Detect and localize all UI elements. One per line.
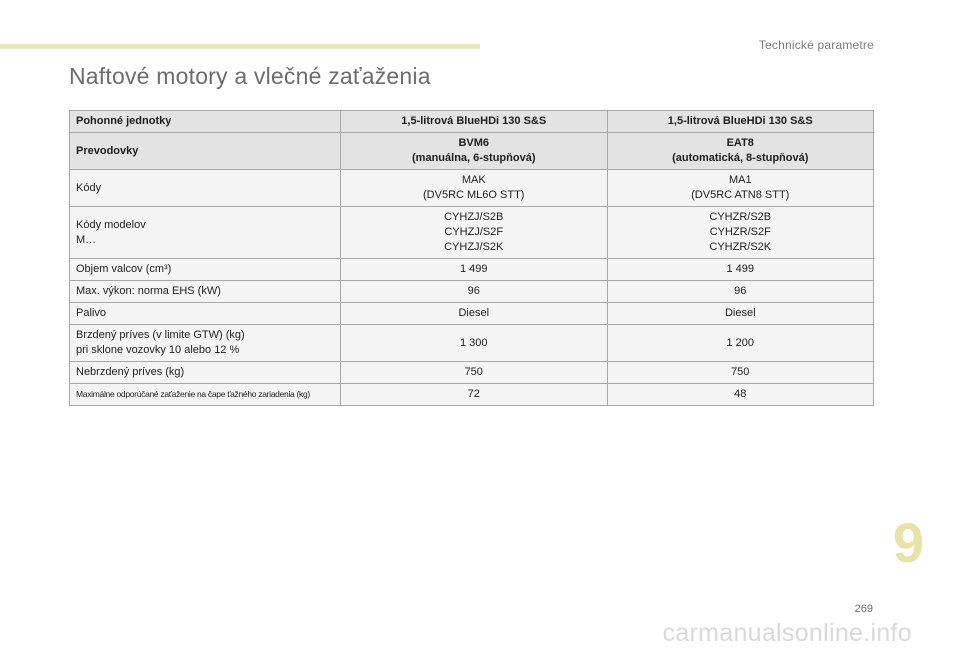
row-label: Kódy bbox=[69, 169, 341, 207]
table-row-fuel: Palivo Diesel Diesel bbox=[69, 302, 874, 325]
gearbox-desc: (manuálna, 6-stupňová) bbox=[412, 152, 536, 164]
table-row-displacement: Objem valcov (cm³) 1 499 1 499 bbox=[69, 258, 874, 281]
row-label: Prevodovky bbox=[69, 132, 341, 170]
code-value: MAK bbox=[461, 174, 486, 186]
cell-unbraked-1: 750 bbox=[340, 361, 608, 384]
row-label-line: Brzdený príves (v limite GTW) (kg) bbox=[76, 329, 245, 341]
table-row-max-power: Max. výkon: norma EHS (kW) 96 96 bbox=[69, 280, 874, 303]
cell-fuel-1: Diesel bbox=[340, 302, 608, 325]
cell-displacement-1: 1 499 bbox=[340, 258, 608, 281]
model-code: CYHZR/S2K bbox=[709, 241, 772, 253]
table-row-braked-trailer: Brzdený príves (v limite GTW) (kg) pri s… bbox=[69, 324, 874, 362]
table-row-towball-load: Maximálne odporúčané zaťaženie na čape ť… bbox=[69, 383, 874, 406]
cell-towball-1: 72 bbox=[340, 383, 608, 406]
row-label: Palivo bbox=[69, 302, 341, 325]
cell-power-1: 96 bbox=[340, 280, 608, 303]
cell-displacement-2: 1 499 bbox=[606, 258, 874, 281]
cell-fuel-2: Diesel bbox=[606, 302, 874, 325]
cell-model-codes-2: CYHZR/S2B CYHZR/S2F CYHZR/S2K bbox=[606, 206, 874, 259]
model-code: CYHZR/S2B bbox=[709, 211, 772, 223]
model-code: CYHZJ/S2B bbox=[444, 211, 504, 223]
cell-gearbox-1: BVM6 (manuálna, 6-stupňová) bbox=[340, 132, 608, 170]
cell-braked-2: 1 200 bbox=[606, 324, 874, 362]
row-label: Maximálne odporúčané zaťaženie na čape ť… bbox=[69, 383, 341, 406]
model-code: CYHZJ/S2K bbox=[444, 241, 504, 253]
code-detail: (DV5RC ATN8 STT) bbox=[691, 189, 790, 201]
gearbox-code: BVM6 bbox=[458, 137, 490, 149]
table-row-powertrains: Pohonné jednotky 1,5-litrová BlueHDi 130… bbox=[69, 110, 874, 133]
cell-towball-2: 48 bbox=[606, 383, 874, 406]
row-label-text: Maximálne odporúčané zaťaženie na čape ť… bbox=[76, 389, 310, 399]
section-header: Technické parametre bbox=[758, 38, 874, 52]
table-row-model-codes: Kódy modelov M… CYHZJ/S2B CYHZJ/S2F CYHZ… bbox=[69, 206, 874, 259]
row-label: Kódy modelov M… bbox=[69, 206, 341, 259]
code-detail: (DV5RC ML6O STT) bbox=[423, 189, 525, 201]
cell-unbraked-2: 750 bbox=[606, 361, 874, 384]
model-code: CYHZJ/S2F bbox=[444, 226, 504, 238]
page-title: Naftové motory a vlečné zaťaženia bbox=[69, 63, 431, 89]
row-label: Brzdený príves (v limite GTW) (kg) pri s… bbox=[69, 324, 341, 362]
cell-code-1: MAK (DV5RC ML6O STT) bbox=[340, 169, 608, 207]
page-number: 269 bbox=[854, 603, 873, 615]
header-accent-rule bbox=[0, 44, 480, 49]
cell-braked-1: 1 300 bbox=[340, 324, 608, 362]
table-row-unbraked-trailer: Nebrzdený príves (kg) 750 750 bbox=[69, 361, 874, 384]
model-code: CYHZR/S2F bbox=[709, 226, 771, 238]
code-value: MA1 bbox=[728, 174, 752, 186]
cell-code-2: MA1 (DV5RC ATN8 STT) bbox=[606, 169, 874, 207]
row-label-line: pri sklone vozovky 10 alebo 12 % bbox=[76, 344, 240, 356]
gearbox-code: EAT8 bbox=[726, 137, 754, 149]
row-label: Pohonné jednotky bbox=[69, 110, 341, 133]
chapter-number: 9 bbox=[892, 511, 924, 574]
row-label: Objem valcov (cm³) bbox=[69, 258, 341, 281]
cell-engine-1: 1,5-litrová BlueHDi 130 S&S bbox=[340, 110, 608, 133]
row-label: Nebrzdený príves (kg) bbox=[69, 361, 341, 384]
table-row-gearboxes: Prevodovky BVM6 (manuálna, 6-stupňová) E… bbox=[69, 132, 874, 170]
row-label: Max. výkon: norma EHS (kW) bbox=[69, 280, 341, 303]
table-row-codes: Kódy MAK (DV5RC ML6O STT) MA1 (DV5RC ATN… bbox=[69, 169, 874, 207]
row-label-line: M… bbox=[76, 233, 97, 246]
watermark-text: carmanualsonline.info bbox=[662, 619, 912, 647]
cell-gearbox-2: EAT8 (automatická, 8-stupňová) bbox=[606, 132, 874, 170]
row-label-line: Kódy modelov bbox=[76, 218, 146, 231]
spec-table: Pohonné jednotky 1,5-litrová BlueHDi 130… bbox=[69, 110, 874, 406]
cell-model-codes-1: CYHZJ/S2B CYHZJ/S2F CYHZJ/S2K bbox=[340, 206, 608, 259]
gearbox-desc: (automatická, 8-stupňová) bbox=[672, 152, 809, 164]
cell-power-2: 96 bbox=[606, 280, 874, 303]
cell-engine-2: 1,5-litrová BlueHDi 130 S&S bbox=[606, 110, 874, 133]
